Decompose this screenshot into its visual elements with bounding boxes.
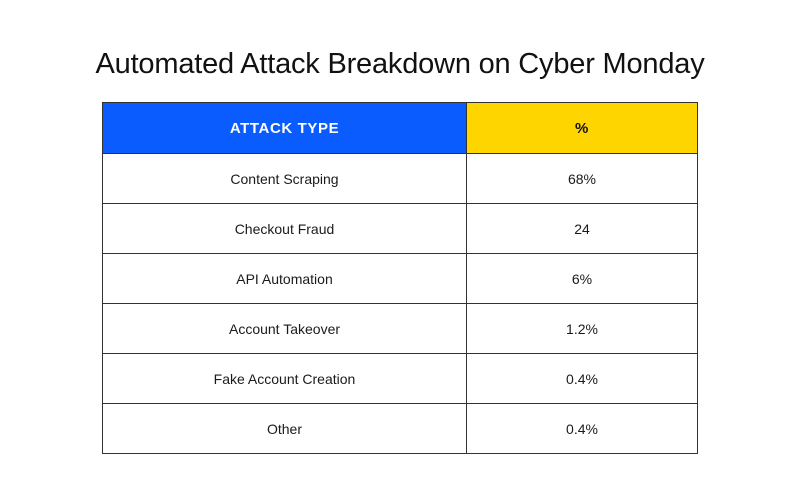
attack-type-cell: Content Scraping <box>102 153 467 204</box>
table-row: Fake Account Creation 0.4% <box>102 353 698 404</box>
header-attack-type: ATTACK TYPE <box>102 102 467 154</box>
header-percent: % <box>466 102 698 154</box>
table-row: API Automation 6% <box>102 253 698 304</box>
table-row: Account Takeover 1.2% <box>102 303 698 354</box>
table-row: Content Scraping 68% <box>102 153 698 204</box>
chart-title: Automated Attack Breakdown on Cyber Mond… <box>95 48 705 80</box>
percent-cell: 0.4% <box>466 353 698 404</box>
table-row: Checkout Fraud 24 <box>102 203 698 254</box>
percent-cell: 24 <box>466 203 698 254</box>
attack-breakdown-table: ATTACK TYPE % Content Scraping 68% Check… <box>102 102 698 454</box>
attack-type-cell: Fake Account Creation <box>102 353 467 404</box>
percent-cell: 0.4% <box>466 403 698 454</box>
percent-cell: 68% <box>466 153 698 204</box>
attack-type-cell: Other <box>102 403 467 454</box>
table-row: Other 0.4% <box>102 403 698 454</box>
attack-type-cell: Checkout Fraud <box>102 203 467 254</box>
percent-cell: 6% <box>466 253 698 304</box>
table-header-row: ATTACK TYPE % <box>102 102 698 154</box>
percent-cell: 1.2% <box>466 303 698 354</box>
attack-type-cell: Account Takeover <box>102 303 467 354</box>
attack-type-cell: API Automation <box>102 253 467 304</box>
